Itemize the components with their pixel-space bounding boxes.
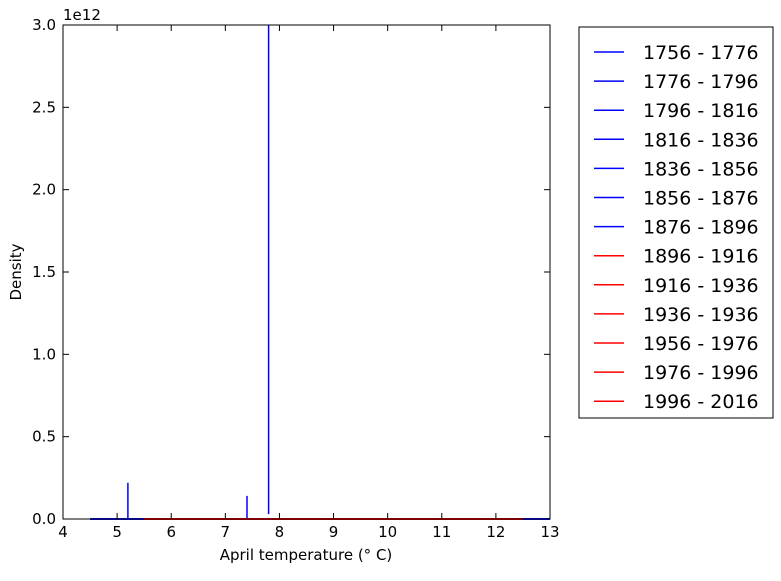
x-tick-label: 11 [432, 523, 451, 541]
legend-label: 1936 - 1936 [643, 304, 759, 326]
legend-label: 1776 - 1796 [643, 71, 759, 93]
x-tick-label: 4 [58, 523, 68, 541]
plot-frame [62, 24, 551, 520]
x-tick-label: 13 [540, 523, 559, 541]
legend: 1756 - 1776 1776 - 1796 1796 - 1816 1816 - … [578, 26, 774, 419]
x-tick-label: 9 [329, 523, 339, 541]
x-tick-label: 12 [486, 523, 505, 541]
legend-label: 1836 - 1856 [643, 158, 759, 180]
legend-label: 1856 - 1876 [643, 188, 759, 210]
legend-label: 1756 - 1776 [643, 42, 759, 64]
legend-label: 1976 - 1996 [643, 362, 759, 384]
axis-ticks: 4 5 6 7 8 9 10 11 12 13 0.0 0.5 1.0 1.5 2.0 2.5 3.0 [32, 16, 559, 541]
legend-frame [578, 26, 774, 419]
plot-data [90, 25, 550, 520]
x-tick-label: 7 [221, 523, 231, 541]
legend-label: 1876 - 1896 [643, 217, 759, 239]
x-tick-label: 8 [275, 523, 285, 541]
x-tick-label: 5 [112, 523, 122, 541]
legend-label: 1916 - 1936 [643, 275, 759, 297]
x-tick-label: 10 [378, 523, 397, 541]
y-tick-label: 0.0 [32, 510, 56, 528]
y-tick-label: 2.5 [32, 98, 56, 116]
legend-label: 1956 - 1976 [643, 333, 759, 355]
y-tick-label: 1.5 [32, 263, 56, 281]
y-axis-label: Density [7, 243, 25, 300]
y-tick-label: 1.0 [32, 345, 56, 363]
x-axis-label: April temperature (° C) [220, 546, 393, 564]
y-tick-label: 2.0 [32, 181, 56, 199]
legend-label: 1896 - 1916 [643, 246, 759, 268]
y-tick-label: 3.0 [32, 16, 56, 34]
y-offset-text: 1e12 [63, 6, 101, 24]
legend-label: 1816 - 1836 [643, 129, 759, 151]
legend-label: 1796 - 1816 [643, 100, 759, 122]
x-tick-label: 6 [166, 523, 176, 541]
y-tick-label: 0.5 [32, 428, 56, 446]
legend-label: 1996 - 2016 [643, 391, 759, 413]
